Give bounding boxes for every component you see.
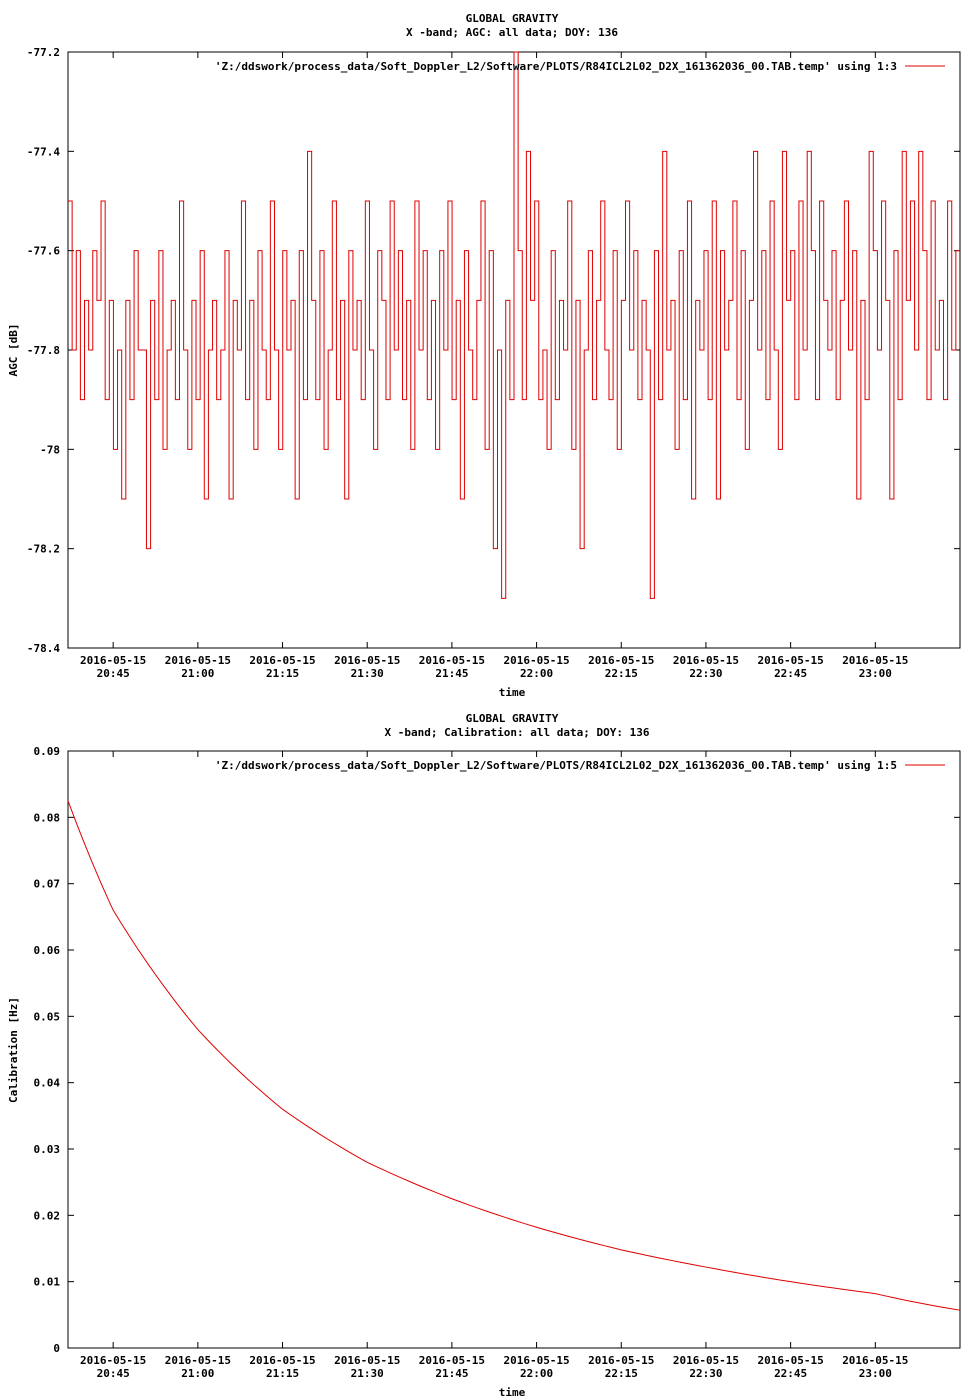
x-tick-time-label: 21:45 bbox=[435, 667, 468, 680]
x-tick-time-label: 21:45 bbox=[435, 1367, 468, 1380]
x-tick-date-label: 2016-05-15 bbox=[334, 654, 400, 667]
y-tick-label: -77.4 bbox=[27, 145, 60, 158]
y-tick-label: 0.02 bbox=[34, 1209, 61, 1222]
x-tick-date-label: 2016-05-15 bbox=[758, 1354, 824, 1367]
x-tick-date-label: 2016-05-15 bbox=[842, 1354, 908, 1367]
x-tick-time-label: 23:00 bbox=[859, 667, 892, 680]
agc-legend-label: 'Z:/ddswork/process_data/Soft_Doppler_L2… bbox=[215, 60, 897, 73]
agc-chart: GLOBAL GRAVITY X -band; AGC: all data; D… bbox=[7, 12, 961, 699]
agc-ticks: -77.2 -77.4 -77.6 -77.8 -78 -78.2 -78.4 2016-05… bbox=[27, 46, 960, 680]
y-tick-label: -78.4 bbox=[27, 642, 60, 655]
agc-chart-title: GLOBAL GRAVITY bbox=[466, 12, 559, 25]
x-tick-date-label: 2016-05-15 bbox=[419, 1354, 485, 1367]
y-tick-label: 0.04 bbox=[34, 1077, 61, 1090]
x-tick-date-label: 2016-05-15 bbox=[758, 654, 824, 667]
x-tick-time-label: 22:15 bbox=[605, 667, 638, 680]
x-tick-date-label: 2016-05-15 bbox=[165, 1354, 231, 1367]
x-tick-time-label: 22:30 bbox=[689, 667, 722, 680]
x-tick-time-label: 21:15 bbox=[266, 1367, 299, 1380]
y-tick-label: 0.06 bbox=[34, 944, 61, 957]
calibration-plot-frame bbox=[67, 750, 961, 1349]
y-tick-label: -77.2 bbox=[27, 46, 60, 59]
x-tick-date-label: 2016-05-15 bbox=[673, 1354, 739, 1367]
x-tick-time-label: 21:30 bbox=[351, 667, 384, 680]
calibration-chart-title: GLOBAL GRAVITY bbox=[466, 712, 559, 725]
x-tick-time-label: 20:45 bbox=[97, 667, 130, 680]
calibration-y-axis-label: Calibration [Hz] bbox=[7, 997, 20, 1103]
x-tick-time-label: 22:45 bbox=[774, 1367, 807, 1380]
x-tick-time-label: 20:45 bbox=[97, 1367, 130, 1380]
x-tick-time-label: 21:30 bbox=[351, 1367, 384, 1380]
calibration-series-line bbox=[67, 800, 961, 1311]
x-tick-time-label: 22:45 bbox=[774, 667, 807, 680]
x-tick-time-label: 21:15 bbox=[266, 667, 299, 680]
x-tick-time-label: 21:00 bbox=[181, 1367, 214, 1380]
x-tick-date-label: 2016-05-15 bbox=[503, 1354, 569, 1367]
agc-series-line bbox=[68, 51, 960, 599]
y-tick-label: 0 bbox=[53, 1342, 60, 1355]
calibration-x-axis-label: time bbox=[499, 1386, 526, 1399]
x-tick-date-label: 2016-05-15 bbox=[334, 1354, 400, 1367]
y-tick-label: 0.03 bbox=[34, 1143, 61, 1156]
x-tick-date-label: 2016-05-15 bbox=[842, 654, 908, 667]
calibration-legend-label: 'Z:/ddswork/process_data/Soft_Doppler_L2… bbox=[215, 759, 897, 772]
calibration-chart-subtitle: X -band; Calibration: all data; DOY: 136 bbox=[385, 726, 650, 739]
x-tick-time-label: 22:15 bbox=[605, 1367, 638, 1380]
y-tick-label: 0.07 bbox=[34, 878, 61, 891]
x-tick-time-label: 22:00 bbox=[520, 1367, 553, 1380]
x-tick-time-label: 21:00 bbox=[181, 667, 214, 680]
y-tick-label: 0.05 bbox=[34, 1010, 61, 1023]
x-tick-date-label: 2016-05-15 bbox=[588, 1354, 654, 1367]
calibration-chart: GLOBAL GRAVITY X -band; Calibration: all… bbox=[7, 712, 961, 1399]
x-tick-time-label: 23:00 bbox=[859, 1367, 892, 1380]
x-tick-date-label: 2016-05-15 bbox=[588, 654, 654, 667]
x-tick-date-label: 2016-05-15 bbox=[165, 654, 231, 667]
x-tick-date-label: 2016-05-15 bbox=[80, 1354, 146, 1367]
calibration-ticks: 0 0.01 0.02 0.03 0.04 0.05 0.06 0.07 0.08 0.09 201… bbox=[34, 745, 960, 1380]
agc-y-axis-label: AGC [dB] bbox=[7, 324, 20, 377]
y-tick-label: -78 bbox=[40, 443, 60, 456]
agc-x-axis-label: time bbox=[499, 686, 526, 699]
y-tick-label: 0.01 bbox=[34, 1276, 61, 1289]
agc-chart-subtitle: X -band; AGC: all data; DOY: 136 bbox=[406, 26, 618, 39]
y-tick-label: -77.6 bbox=[27, 245, 60, 258]
x-tick-date-label: 2016-05-15 bbox=[673, 654, 739, 667]
x-tick-date-label: 2016-05-15 bbox=[419, 654, 485, 667]
y-tick-label: 0.08 bbox=[34, 811, 61, 824]
x-tick-date-label: 2016-05-15 bbox=[249, 654, 315, 667]
x-tick-time-label: 22:00 bbox=[520, 667, 553, 680]
y-tick-label: 0.09 bbox=[34, 745, 61, 758]
x-tick-date-label: 2016-05-15 bbox=[80, 654, 146, 667]
x-tick-time-label: 22:30 bbox=[689, 1367, 722, 1380]
y-tick-label: -78.2 bbox=[27, 543, 60, 556]
x-tick-date-label: 2016-05-15 bbox=[503, 654, 569, 667]
x-tick-date-label: 2016-05-15 bbox=[249, 1354, 315, 1367]
y-tick-label: -77.8 bbox=[27, 344, 60, 357]
